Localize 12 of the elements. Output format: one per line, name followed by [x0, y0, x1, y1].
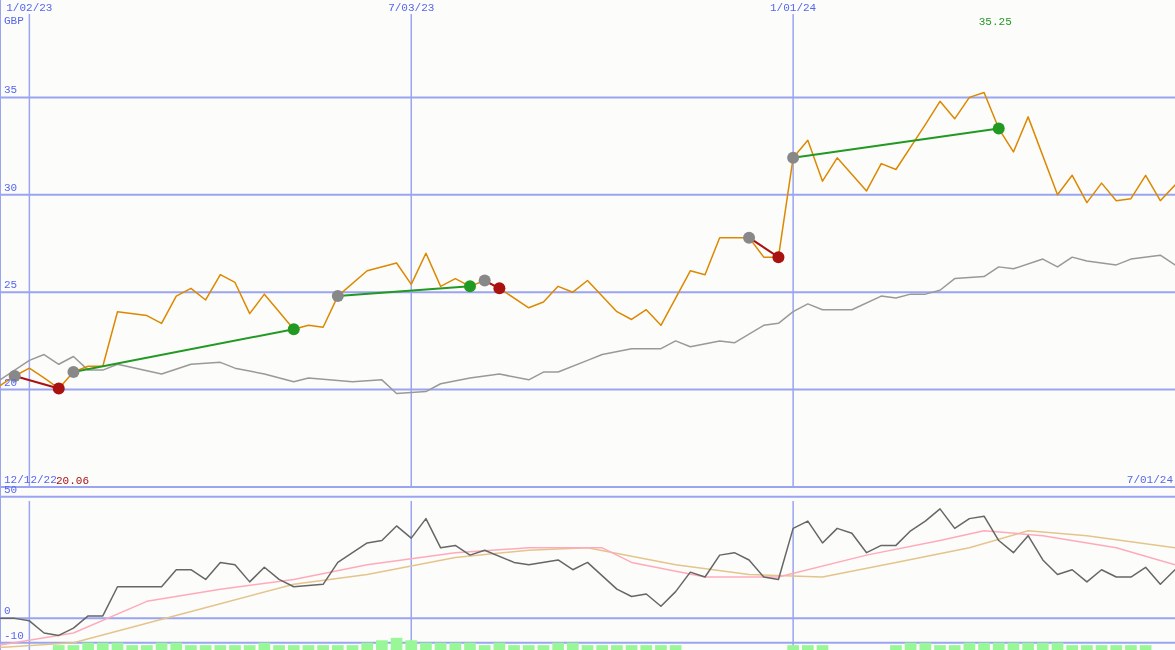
- y-axis-title: GBP: [4, 15, 25, 27]
- x-tick-label: 7/03/23: [388, 2, 435, 14]
- annotation: 35.25: [978, 16, 1012, 28]
- x-tick-label: 1/01/24: [770, 2, 817, 14]
- y-tick-label: 25: [4, 279, 18, 292]
- y-tick-label: 0: [4, 605, 11, 618]
- x-tick-label: 1/02/23: [6, 2, 53, 14]
- annotation: 7/01/24: [1126, 474, 1174, 486]
- y-tick-label: 30: [4, 181, 18, 194]
- y-tick-label: -10: [4, 629, 24, 642]
- annotation: 20.06: [56, 475, 90, 487]
- y-tick-label: 35: [4, 84, 18, 97]
